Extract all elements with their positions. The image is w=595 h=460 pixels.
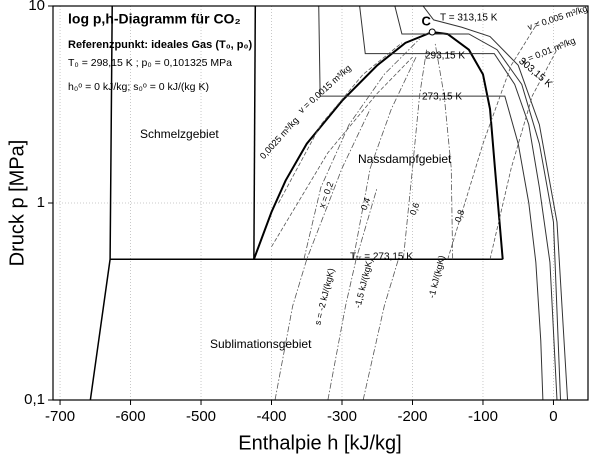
annotation: 273,15 K [422, 92, 462, 103]
curve [447, 19, 540, 260]
curve [402, 49, 427, 260]
curve [252, 30, 504, 260]
critical-point [428, 28, 436, 36]
x-tick-label: -100 [468, 408, 498, 425]
y-axis-label: Druck p [MPa] [6, 140, 28, 267]
annotation: 0,4 [359, 196, 373, 211]
critical-point-label: C [422, 13, 432, 28]
x-tick-label: -400 [256, 408, 286, 425]
x-tick-label: 0 [549, 408, 557, 425]
curve [327, 187, 378, 400]
x-tick-label: -700 [45, 408, 75, 425]
curve [352, 56, 417, 260]
annotation: Schmelzgebiet [140, 127, 219, 141]
curve [434, 42, 454, 260]
curve [489, 42, 561, 260]
x-tick-label: -300 [327, 408, 357, 425]
curve [318, 6, 544, 400]
annotation: Sublimationsgebiet [210, 337, 312, 351]
curve [271, 56, 413, 247]
x-tick-label: -500 [186, 408, 216, 425]
annotation: T₀ = 298,15 K ; p₀ = 0,101325 MPa [68, 57, 232, 69]
y-tick-label: 10 [28, 0, 45, 14]
annotation: Referenzpunkt: ideales Gas (T₀, p₀) [68, 39, 252, 51]
y-tick-label: 1 [37, 194, 45, 211]
annotation: log p,h-Diagramm für CO₂ [68, 11, 241, 27]
y-tick-label: 0,1 [24, 391, 45, 408]
annotation: 293,15 K [425, 51, 465, 62]
x-axis-label: Enthalpie h [kJ/kg] [238, 432, 401, 454]
annotation: Tₜᵣ = 273,15 K [350, 252, 413, 263]
curve [359, 6, 558, 400]
curve [278, 42, 403, 204]
annotation: h₀ᵒ = 0 kJ/kg; s₀ᵒ = 0 kJ/(kg K) [68, 81, 209, 93]
annotation: Nassdampfgebiet [358, 152, 452, 166]
curve [422, 6, 569, 400]
curve [253, 6, 257, 260]
annotation: 0,6 [408, 201, 422, 216]
annotation: 0,8 [453, 208, 467, 223]
annotation: T = 313,15 K [440, 13, 498, 24]
x-tick-label: -600 [116, 408, 146, 425]
curve [394, 6, 562, 400]
x-tick-label: -200 [397, 408, 427, 425]
curve [362, 259, 399, 400]
curve [303, 38, 420, 260]
plot-frame [52, 5, 589, 401]
curve [89, 6, 113, 400]
